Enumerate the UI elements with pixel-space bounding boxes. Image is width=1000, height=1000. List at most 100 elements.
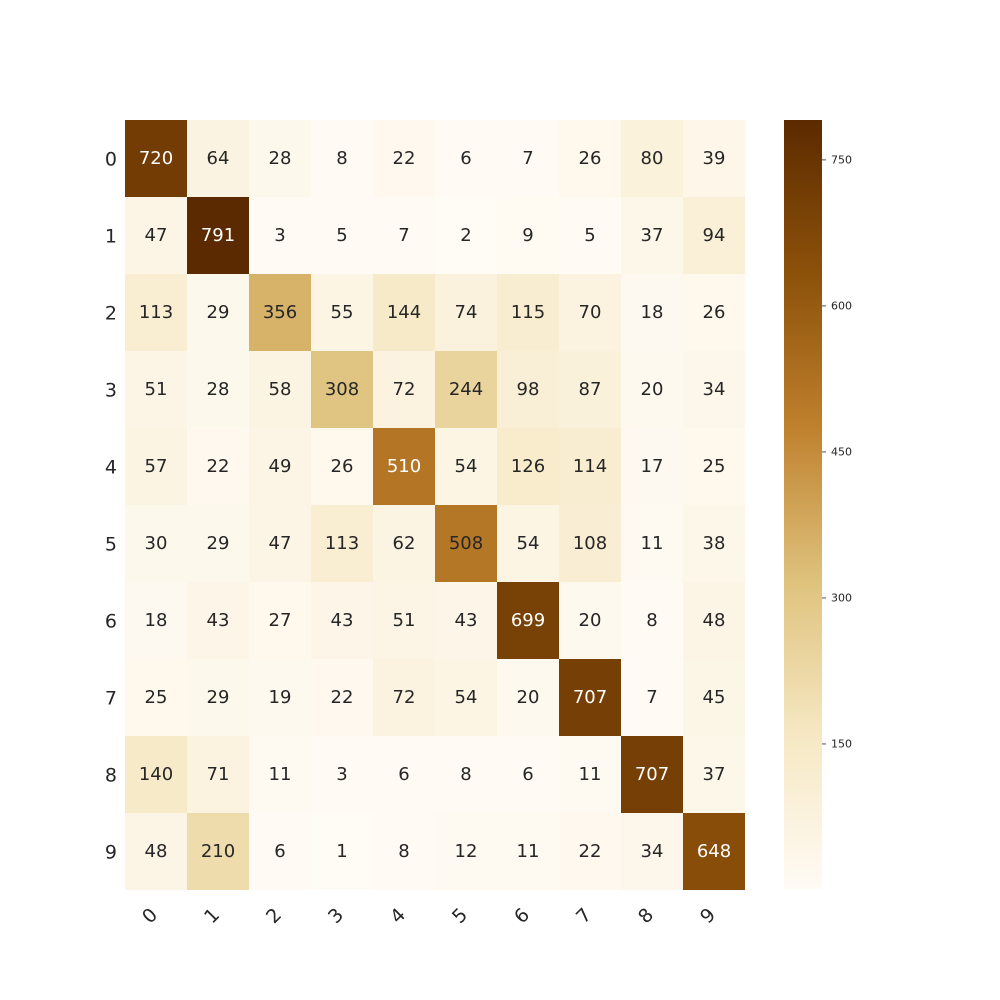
cell-value-label: 25	[703, 456, 726, 477]
cell-value-label: 48	[145, 841, 168, 862]
heatmap-cell	[187, 197, 249, 274]
cell-value-label: 113	[325, 533, 359, 554]
heatmap-cell	[187, 736, 249, 813]
heatmap-cell	[373, 120, 435, 197]
cell-value-label: 7	[398, 225, 409, 246]
colorbar: 150 300 450 600 750	[784, 120, 852, 889]
cell-value-label: 210	[201, 841, 235, 862]
x-tick-label: 2	[262, 904, 286, 928]
x-tick-label: 3	[324, 904, 348, 928]
cell-value-label: 47	[269, 533, 292, 554]
heatmap-cell	[373, 736, 435, 813]
cell-value-label: 29	[207, 533, 230, 554]
cell-value-label: 510	[387, 456, 421, 477]
cell-value-label: 8	[460, 764, 471, 785]
cell-value-label: 18	[641, 302, 664, 323]
heatmap-cell	[497, 120, 559, 197]
heatmap-cell	[497, 274, 559, 351]
heatmap-cell	[497, 582, 559, 659]
x-tick-label: 7	[572, 904, 596, 928]
heatmap-cell	[311, 120, 373, 197]
cell-value-label: 38	[703, 533, 726, 554]
heatmap-cell	[621, 120, 683, 197]
heatmap-cell	[249, 428, 311, 505]
heatmap-cell	[373, 197, 435, 274]
heatmap-cell	[497, 428, 559, 505]
heatmap-cell	[249, 582, 311, 659]
heatmap-cell	[187, 582, 249, 659]
heatmap-cell	[373, 813, 435, 890]
heatmap-cell	[125, 505, 187, 582]
heatmap-cell	[187, 813, 249, 890]
cell-value-label: 8	[336, 148, 347, 169]
cell-value-label: 54	[455, 687, 478, 708]
cell-value-label: 113	[139, 302, 173, 323]
cell-value-label: 72	[393, 379, 416, 400]
cell-value-label: 3	[336, 764, 347, 785]
cell-value-label: 6	[398, 764, 409, 785]
heatmap-cell	[683, 505, 745, 582]
cell-value-label: 26	[331, 456, 354, 477]
cell-value-label: 34	[641, 841, 664, 862]
cell-value-label: 508	[449, 533, 483, 554]
cell-value-label: 43	[331, 610, 354, 631]
cell-value-label: 126	[511, 456, 545, 477]
cell-value-label: 26	[579, 148, 602, 169]
colorbar-tick-label: 600	[831, 299, 852, 312]
cell-value-label: 29	[207, 302, 230, 323]
heatmap-cell	[435, 582, 497, 659]
heatmap-cell	[373, 582, 435, 659]
heatmap-cell	[249, 736, 311, 813]
heatmap-cell	[497, 197, 559, 274]
heatmap-cell	[621, 274, 683, 351]
cell-value-label: 707	[635, 764, 669, 785]
cell-value-label: 72	[393, 687, 416, 708]
heatmap-cell	[435, 813, 497, 890]
cell-value-label: 37	[641, 225, 664, 246]
cell-value-label: 30	[145, 533, 168, 554]
y-tick-label: 6	[105, 611, 117, 633]
y-tick-label: 4	[105, 457, 117, 479]
x-tick-label: 1	[200, 904, 224, 928]
cell-value-label: 7	[522, 148, 533, 169]
cell-value-label: 49	[269, 456, 292, 477]
heatmap-cell	[621, 582, 683, 659]
colorbar-tick-label: 450	[831, 445, 852, 458]
heatmap-cell	[373, 351, 435, 428]
colorbar-tick-label: 750	[831, 153, 852, 166]
cell-value-label: 8	[646, 610, 657, 631]
heatmap-cell	[497, 659, 559, 736]
heatmap-cell	[373, 274, 435, 351]
heatmap-cell	[435, 428, 497, 505]
heatmap-cell	[125, 659, 187, 736]
cell-value-label: 9	[522, 225, 533, 246]
cell-value-label: 22	[207, 456, 230, 477]
heatmap-cell	[125, 736, 187, 813]
cell-value-label: 43	[207, 610, 230, 631]
cell-value-label: 11	[269, 764, 292, 785]
heatmap-cell	[435, 120, 497, 197]
heatmap-cell	[249, 505, 311, 582]
heatmap-cell	[435, 274, 497, 351]
cell-value-label: 51	[145, 379, 168, 400]
cell-value-label: 55	[331, 302, 354, 323]
cell-value-label: 39	[703, 148, 726, 169]
heatmap-cell	[683, 813, 745, 890]
cell-value-label: 71	[207, 764, 230, 785]
cell-value-label: 37	[703, 764, 726, 785]
cell-value-label: 244	[449, 379, 483, 400]
cell-value-label: 114	[573, 456, 607, 477]
heatmap-cell	[621, 351, 683, 428]
heatmap-cell	[559, 428, 621, 505]
cell-value-label: 25	[145, 687, 168, 708]
heatmap-cell	[187, 505, 249, 582]
heatmap-cell	[125, 120, 187, 197]
cell-value-label: 58	[269, 379, 292, 400]
cell-value-label: 8	[398, 841, 409, 862]
cell-value-label: 11	[641, 533, 664, 554]
heatmap-cell	[435, 659, 497, 736]
heatmap-cell	[435, 351, 497, 428]
heatmap-cell	[125, 274, 187, 351]
